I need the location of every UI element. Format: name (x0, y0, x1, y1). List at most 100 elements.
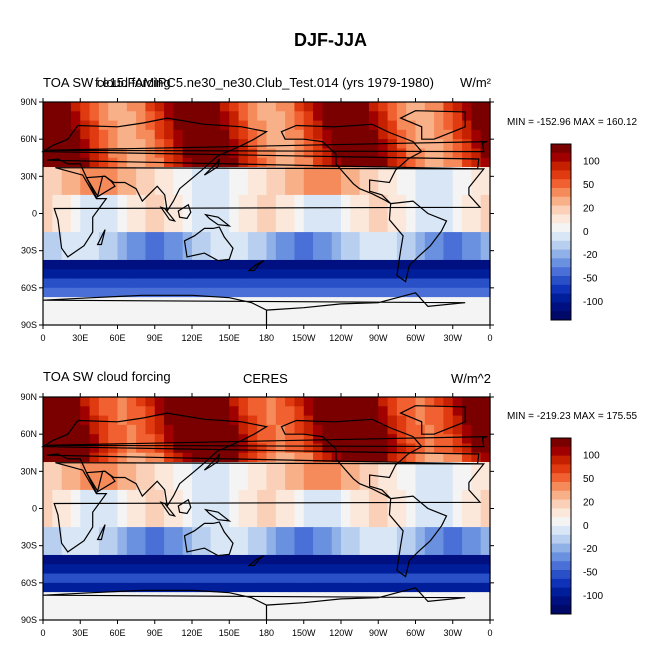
field-cell (108, 471, 119, 482)
field-cell (89, 517, 100, 528)
field-cell (434, 306, 445, 317)
field-cell (192, 222, 202, 233)
field-cell (238, 536, 249, 547)
field-cell (210, 462, 221, 472)
field-cell (266, 222, 277, 233)
field-cell (331, 213, 342, 224)
field-cell (434, 222, 445, 233)
field-cell (471, 241, 482, 252)
field-cell (387, 452, 398, 463)
field-cell (108, 424, 119, 435)
field-cell (238, 213, 249, 224)
lon-tick-label: 150E (219, 628, 240, 638)
field-cell (126, 111, 137, 122)
field-cell (406, 120, 417, 131)
field-cell (471, 536, 482, 547)
field-cell (406, 167, 417, 177)
field-cell (98, 111, 109, 122)
field-cell (117, 545, 128, 556)
field-cell (247, 545, 258, 556)
field-cell (322, 415, 333, 426)
field-cell (480, 259, 491, 270)
field-cell (313, 471, 323, 482)
field-cell (192, 315, 202, 326)
field-cell (61, 443, 72, 454)
field-cell (229, 259, 240, 270)
field-cell (229, 499, 240, 510)
field-cell (322, 194, 333, 205)
field-cell (257, 176, 268, 187)
field-cell (136, 120, 147, 131)
field-cell (471, 592, 482, 603)
field-cell (406, 480, 417, 491)
field-cell (313, 564, 323, 575)
field-cell (424, 462, 435, 472)
field-cell (303, 287, 314, 298)
field-cell (462, 315, 472, 326)
field-cell (331, 185, 342, 196)
field-cell (424, 424, 435, 435)
field-cell (89, 315, 100, 326)
field-cell (443, 139, 454, 150)
field-cell (434, 315, 445, 326)
field-cell (89, 111, 100, 122)
field-cell (52, 554, 63, 565)
field-cell (182, 397, 193, 407)
field-cell (415, 129, 426, 140)
field-cell (341, 480, 351, 491)
field-cell (201, 592, 212, 603)
field-cell (359, 564, 370, 575)
field-cell (257, 306, 268, 317)
field-cell (285, 315, 296, 326)
field-cell (275, 415, 286, 426)
field-cell (136, 102, 147, 112)
field-cell (80, 573, 91, 584)
field-cell (434, 554, 445, 565)
field-cell (387, 610, 398, 621)
field-cell (443, 167, 454, 177)
field-cell (350, 489, 361, 500)
field-cell (154, 315, 165, 326)
field-cell (350, 564, 361, 575)
field-cell (313, 527, 323, 537)
field-cell (275, 315, 286, 326)
field-cell (294, 185, 305, 196)
field-cell (117, 139, 128, 150)
field-cell (126, 102, 137, 112)
lat-tick-label: 30N (20, 171, 37, 181)
field-cell (192, 259, 202, 270)
field-cell (98, 582, 109, 593)
field-cell (247, 129, 258, 140)
field-cell (173, 592, 184, 603)
field-cell (396, 480, 407, 491)
field-cell (471, 232, 482, 242)
field-cell (275, 434, 286, 445)
field-cell (378, 415, 389, 426)
field-cell (80, 545, 91, 556)
field-cell (406, 102, 417, 112)
field-cell (480, 306, 491, 317)
field-cell (266, 306, 277, 317)
field-cell (229, 315, 240, 326)
field-cell (275, 139, 286, 150)
field-cell (154, 185, 165, 196)
field-cell (192, 527, 202, 537)
field-cell (359, 148, 370, 159)
field-cell (434, 167, 445, 177)
field-cell (108, 564, 119, 575)
field-cell (126, 592, 137, 603)
field-cell (182, 111, 193, 122)
field-cell (126, 508, 137, 519)
field-cell (313, 610, 323, 621)
field-cell (266, 610, 277, 621)
field-cell (173, 536, 184, 547)
field-cell (257, 232, 268, 242)
field-cell (359, 601, 370, 612)
field-cell (43, 297, 53, 308)
field-cell (210, 297, 221, 308)
field-cell (89, 489, 100, 500)
field-cell (173, 517, 184, 528)
field-cell (201, 269, 212, 280)
field-cell (406, 471, 417, 482)
field-cell (98, 148, 109, 159)
